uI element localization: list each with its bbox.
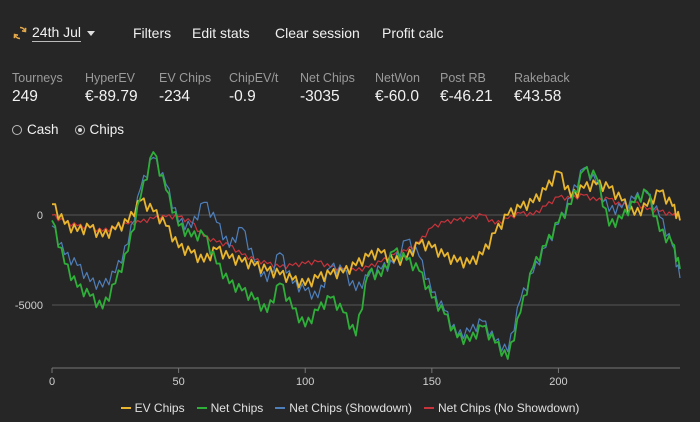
- stat-value: -234: [159, 88, 191, 105]
- x-tick-label: 200: [549, 376, 567, 388]
- stat-value: €-60.0: [375, 88, 419, 105]
- stat-post-rb: Post RB €-46.21: [440, 71, 493, 106]
- stat-net-chips: Net Chips -3035: [300, 71, 355, 106]
- stat-chipev-per-tourney: ChipEV/t -0.9: [229, 71, 278, 106]
- stat-netwon: NetWon €-60.0: [375, 71, 420, 106]
- radio-circle: [12, 124, 22, 135]
- stat-value: €-89.79: [85, 88, 138, 105]
- stat-label: Rakeback: [514, 71, 570, 85]
- stat-value: €43.58: [514, 88, 562, 105]
- legend-item-ev-chips[interactable]: EV Chips: [120, 401, 185, 415]
- stat-label: ChipEV/t: [229, 71, 279, 85]
- radio-label: Chips: [89, 122, 125, 137]
- x-tick-label: 50: [172, 376, 184, 388]
- stat-value: -0.9: [229, 88, 256, 105]
- stat-value: -3035: [300, 88, 340, 105]
- legend-item-net-chips[interactable]: Net Chips: [196, 401, 264, 415]
- radio-cash[interactable]: Cash: [12, 122, 59, 137]
- date-label: 24th Jul: [32, 24, 82, 42]
- legend-item-net-chips-showdown[interactable]: Net Chips (Showdown): [275, 401, 412, 415]
- y-tick-label: -5000: [15, 300, 43, 312]
- legend-swatch: [424, 407, 435, 409]
- series-line-ev: [51, 170, 681, 289]
- legend-label: Net Chips (No Showdown): [438, 401, 580, 415]
- x-tick-label: 0: [49, 376, 55, 388]
- stat-label: HyperEV: [85, 71, 136, 85]
- date-selector[interactable]: 24th Jul: [12, 24, 96, 42]
- toolbar: 24th Jul: [12, 22, 96, 44]
- legend-swatch: [275, 407, 286, 409]
- legend-label: Net Chips: [210, 401, 264, 415]
- legend-item-net-chips-no-showdown[interactable]: Net Chips (No Showdown): [424, 401, 579, 415]
- chevron-down-icon: [87, 30, 96, 36]
- stat-value: €-46.21: [440, 88, 493, 105]
- legend-label: Net Chips (Showdown): [289, 401, 413, 415]
- stats-row: Tourneys 249 HyperEV €-89.79 EV Chips -2…: [12, 71, 692, 107]
- chart-grid: [52, 214, 680, 306]
- stat-value: 249: [12, 88, 38, 105]
- mode-selector: Cash Chips: [12, 122, 140, 137]
- stat-label: Tourneys: [12, 71, 63, 85]
- profit-calc-button[interactable]: Profit calc: [382, 25, 444, 41]
- radio-circle-selected: [74, 124, 85, 135]
- series-line-net: [51, 151, 681, 360]
- y-tick-label: 0: [37, 210, 43, 222]
- stat-ev-chips: EV Chips -234: [159, 71, 211, 106]
- legend-swatch: [120, 407, 131, 409]
- clear-session-button[interactable]: Clear session: [275, 25, 360, 41]
- stat-rakeback: Rakeback €43.58: [514, 71, 570, 106]
- stat-tourneys: Tourneys 249: [12, 71, 63, 106]
- legend-label: EV Chips: [134, 401, 185, 415]
- chart-legend: EV Chips Net Chips Net Chips (Showdown) …: [0, 401, 700, 415]
- stat-label: NetWon: [375, 71, 420, 85]
- x-tick-label: 150: [423, 376, 441, 388]
- edit-stats-button[interactable]: Edit stats: [192, 25, 250, 41]
- session-graph: 0 -5000 0 50 100 150 200: [15, 151, 681, 388]
- stat-label: Net Chips: [300, 71, 355, 85]
- chart-series: [51, 151, 681, 360]
- stat-hyperev: HyperEV €-89.79: [85, 71, 138, 106]
- chart-axes: 0 -5000 0 50 100 150 200: [15, 210, 680, 388]
- sync-icon: [13, 26, 27, 40]
- radio-label: Cash: [27, 122, 59, 137]
- stat-label: EV Chips: [159, 71, 212, 85]
- stat-label: Post RB: [440, 71, 486, 85]
- x-tick-label: 100: [296, 376, 314, 388]
- filters-button[interactable]: Filters: [133, 25, 172, 41]
- radio-chips[interactable]: Chips: [74, 122, 125, 137]
- legend-swatch: [196, 407, 207, 409]
